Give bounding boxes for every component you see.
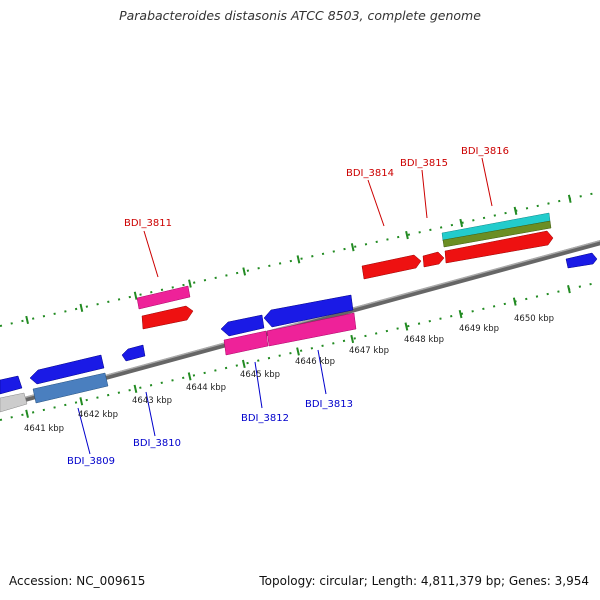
scale-label: 4650 kbp	[514, 314, 554, 324]
major-tick	[567, 194, 572, 203]
gene-label-bdi-3816[interactable]: BDI_3816	[461, 146, 509, 157]
scale-label: 4644 kbp	[186, 383, 226, 393]
scale-label: 4649 kbp	[459, 324, 499, 334]
gene-bar[interactable]	[444, 230, 554, 264]
major-tick	[458, 309, 463, 319]
gene-bar[interactable]	[32, 372, 109, 404]
gene-bar[interactable]	[141, 305, 194, 330]
major-tick	[512, 297, 517, 306]
accession-text: Accession: NC_009615	[9, 574, 146, 588]
scale-label: 4641 kbp	[24, 424, 64, 434]
gene-bar[interactable]	[0, 375, 23, 395]
major-ticks	[25, 194, 572, 418]
major-tick	[242, 267, 247, 276]
major-tick	[350, 334, 355, 344]
gene-bar[interactable]	[136, 285, 191, 310]
major-tick	[25, 315, 29, 325]
major-tick	[133, 384, 138, 393]
gene-bar[interactable]	[442, 220, 552, 248]
gene-bar[interactable]	[29, 354, 105, 385]
gene-label-bdi-3815[interactable]: BDI_3815	[400, 158, 448, 169]
gene-bar[interactable]	[220, 314, 265, 337]
lower-tick-track	[0, 281, 600, 421]
major-tick	[79, 397, 84, 406]
major-tick	[79, 303, 84, 312]
scale-label: 4643 kbp	[132, 396, 172, 406]
gene-bar[interactable]	[263, 294, 354, 328]
major-tick	[188, 279, 192, 288]
scale-labels: 4641 kbp 4642 kbp 4643 kbp 4644 kbp 4645…	[24, 314, 554, 434]
scale-label: 4645 kbp	[240, 370, 280, 380]
map-title: Parabacteroides distasonis ATCC 8503, co…	[119, 8, 481, 23]
scale-label: 4642 kbp	[78, 410, 118, 420]
major-tick	[296, 347, 300, 356]
gene-features	[0, 212, 598, 413]
gene-bar[interactable]	[0, 392, 28, 413]
major-tick	[187, 372, 192, 381]
gene-label-bdi-3811[interactable]: BDI_3811	[124, 218, 172, 229]
major-tick	[350, 243, 355, 252]
major-tick	[404, 322, 409, 331]
major-tick	[513, 206, 518, 215]
gene-label-bdi-3814[interactable]: BDI_3814	[346, 168, 394, 179]
gene-labels: BDI_3811 BDI_3814 BDI_3815 BDI_3816 BDI_…	[67, 146, 509, 467]
genome-summary-text: Topology: circular; Length: 4,811,379 bp…	[259, 574, 589, 588]
scale-label: 4648 kbp	[404, 335, 444, 345]
gene-label-bdi-3813[interactable]: BDI_3813	[305, 399, 353, 410]
gene-bar[interactable]	[565, 252, 598, 269]
gene-bar[interactable]	[223, 330, 269, 356]
major-tick	[405, 230, 409, 240]
major-tick	[133, 291, 138, 300]
major-tick	[25, 409, 29, 418]
label-leaders	[77, 157, 493, 455]
gene-label-bdi-3809[interactable]: BDI_3809	[67, 456, 115, 467]
gene-bar[interactable]	[361, 254, 422, 280]
gene-bar[interactable]	[121, 344, 146, 362]
major-tick	[241, 359, 246, 369]
gene-bar[interactable]	[266, 312, 357, 347]
major-tick	[567, 285, 571, 294]
gene-bar[interactable]	[422, 251, 445, 268]
gene-label-bdi-3812[interactable]: BDI_3812	[241, 413, 289, 424]
major-tick	[296, 255, 301, 264]
scale-label: 4646 kbp	[295, 357, 335, 367]
scale-label: 4647 kbp	[349, 346, 389, 356]
major-tick	[459, 218, 464, 228]
gene-label-bdi-3810[interactable]: BDI_3810	[133, 438, 181, 449]
